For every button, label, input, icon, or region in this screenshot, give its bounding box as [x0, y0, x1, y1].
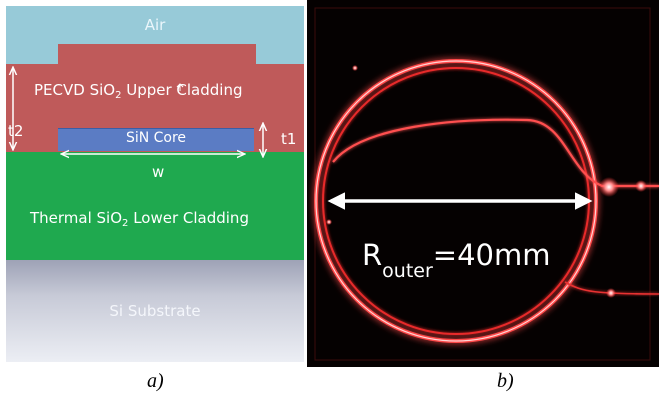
upper-cladding-text: PECVD SiO: [34, 81, 116, 99]
lower-cladding-text: Thermal SiO: [30, 209, 123, 227]
sin-core: [58, 128, 254, 151]
upper-cladding-label: PECVD SiO2 Upper Cladding: [34, 81, 242, 101]
w-label: w: [152, 163, 165, 181]
t2-label: t2: [8, 122, 24, 140]
caption-b: b): [497, 370, 514, 392]
ring-resonator-drawing: [314, 7, 659, 361]
cursor-mark: [176, 83, 184, 91]
caption-a: a): [147, 370, 164, 392]
bus-waveguide: [332, 118, 659, 188]
substrate-label: Si Substrate: [109, 302, 201, 320]
radius-label: Router=40mm: [362, 238, 550, 282]
chip-edge: [314, 7, 651, 361]
upper-cladding-text-rest: Upper Cladding: [121, 81, 243, 99]
drop-spot: [606, 288, 616, 298]
substrate-layer: [6, 260, 304, 362]
core-label: SiN Core: [125, 130, 187, 146]
scatter-spot-2: [326, 219, 332, 225]
output-spot-2: [635, 180, 647, 192]
radius-subscript: outer: [382, 260, 433, 282]
lower-cladding-text-rest: Lower Cladding: [128, 209, 249, 227]
lower-cladding-subscript: 2: [122, 218, 129, 229]
radius-symbol: R: [362, 238, 383, 272]
output-spot: [599, 177, 619, 197]
dimension-arrows: [6, 6, 304, 362]
scatter-spot: [352, 65, 358, 71]
radius-value: =40mm: [432, 238, 551, 272]
ring-resonator-photo: Router=40mm: [307, 0, 659, 367]
drop-waveguide: [564, 281, 659, 295]
waveguide-cross-section: Air PECVD SiO2 Upper Cladding SiN Core T…: [6, 6, 304, 362]
air-label: Air: [144, 16, 166, 34]
upper-cladding-ridge: [58, 44, 256, 66]
t1-label: t1: [281, 130, 297, 148]
lower-cladding-label: Thermal SiO2 Lower Cladding: [30, 209, 249, 229]
upper-cladding-subscript: 2: [115, 90, 122, 101]
outer-ring-core: [315, 60, 597, 342]
lower-cladding-layer: [6, 152, 304, 260]
